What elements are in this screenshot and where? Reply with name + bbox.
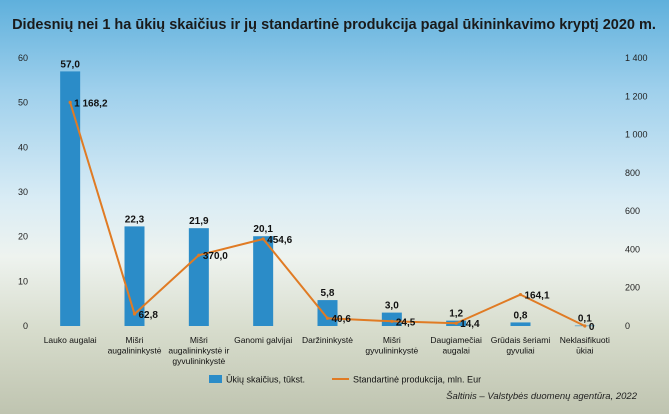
line-value-labels: 1 168,2 62,8 370,0 454,6 40,6 24,5 14,4 164,1 0 <box>74 98 595 333</box>
line-value-label: 24,5 <box>396 317 416 328</box>
line-value-label: 40,6 <box>332 314 352 325</box>
category-label-line: Mišri <box>126 335 144 345</box>
legend-bar-swatch <box>209 375 222 383</box>
line-value-label: 1 168,2 <box>74 98 108 109</box>
right-tick-label: 1 000 <box>625 130 648 140</box>
line-point <box>454 321 458 325</box>
category-label-line: Neklasifikuoti <box>560 335 610 345</box>
bar <box>124 226 145 326</box>
category-label-line: Ganomi galvijai <box>234 335 292 345</box>
left-tick-label: 20 <box>18 232 28 242</box>
bar-value-label: 5,8 <box>321 288 335 299</box>
bar-value-label: 0,8 <box>514 310 528 321</box>
right-tick-label: 1 200 <box>625 91 648 101</box>
category-label: Daugiamečiai augalai <box>430 335 482 356</box>
bar-value-label: 57,0 <box>60 59 80 70</box>
line-value-label: 370,0 <box>203 251 228 262</box>
left-tick-label: 50 <box>18 98 28 108</box>
category-label-line: gyvulininkystė <box>172 356 225 366</box>
line-point <box>261 237 265 241</box>
bar <box>188 228 209 326</box>
right-tick-label: 0 <box>625 321 630 331</box>
bar-value-label: 1,2 <box>449 309 463 320</box>
category-label-line: gyvulininkystė <box>365 346 418 356</box>
line-value-label: 14,4 <box>460 319 480 330</box>
category-label-line: Mišri <box>383 335 401 345</box>
category-label-line: Daugiamečiai <box>430 335 482 345</box>
category-label: Mišri augalininkystė ir gyvulininkystė <box>168 335 229 366</box>
legend-bar-label: Ūkių skaičius, tūkst. <box>226 375 305 385</box>
category-label: Mišri augalininkystė <box>108 335 162 356</box>
category-label-line: Daržininkystė <box>302 335 353 345</box>
category-label-line: augalininkystė ir <box>168 346 229 356</box>
category-label: Mišri gyvulininkystė <box>365 335 418 356</box>
chart-title: Didesnių nei 1 ha ūkių skaičius ir jų st… <box>12 17 656 33</box>
line-point <box>518 292 523 297</box>
category-label-line: augalininkystė <box>108 346 162 356</box>
bar-value-label: 20,1 <box>253 224 273 235</box>
bar-value-label: 22,3 <box>125 214 145 225</box>
line-point <box>197 253 201 257</box>
left-tick-label: 30 <box>18 187 28 197</box>
right-tick-label: 600 <box>625 206 640 216</box>
left-y-axis: 0 10 20 30 40 50 60 <box>18 53 28 331</box>
line-series <box>68 100 587 328</box>
left-tick-label: 40 <box>18 142 28 152</box>
category-label: Grūdais šeriami gyvuliai <box>491 335 551 356</box>
legend-line-label: Standartinė produkcija, mln. Eur <box>353 375 481 385</box>
category-label: Ganomi galvijai <box>234 335 292 345</box>
right-tick-label: 400 <box>625 244 640 254</box>
left-tick-label: 0 <box>23 321 28 331</box>
category-label-line: Mišri <box>190 335 208 345</box>
line-value-label: 164,1 <box>525 291 550 302</box>
right-y-axis: 0 200 400 600 800 1 000 1 200 1 400 <box>625 53 648 331</box>
legend: Ūkių skaičius, tūkst. Standartinė produk… <box>209 375 481 385</box>
bar <box>510 322 531 326</box>
category-label-line: gyvuliai <box>506 346 534 356</box>
line-value-label: 62,8 <box>139 310 159 321</box>
line-point <box>583 324 587 328</box>
bar <box>381 312 402 326</box>
left-tick-label: 10 <box>18 276 28 286</box>
bar <box>253 236 274 326</box>
category-label: Daržininkystė <box>302 335 353 345</box>
line-value-label: 0 <box>589 322 595 333</box>
line-point <box>390 319 394 323</box>
category-label: Neklasifikuoti ūkiai <box>560 335 610 356</box>
line-point <box>325 316 330 320</box>
bar <box>60 71 81 327</box>
bar-value-label: 21,9 <box>189 216 209 227</box>
bar <box>317 300 338 326</box>
left-tick-label: 60 <box>18 53 28 63</box>
line-value-label: 454,6 <box>267 235 292 246</box>
right-tick-label: 1 400 <box>625 53 648 63</box>
source-note: Šaltinis – Valstybės duomenų agentūra, 2… <box>446 391 638 402</box>
right-tick-label: 800 <box>625 168 640 178</box>
category-label: Lauko augalai <box>44 335 97 345</box>
bar-value-labels: 57,0 22,3 21,9 20,1 5,8 3,0 1,2 0,8 0,1 <box>60 59 592 324</box>
line-point <box>68 100 72 104</box>
line-point <box>132 312 137 316</box>
bar-value-label: 0,1 <box>578 314 592 325</box>
category-label-line: augalai <box>442 346 470 356</box>
right-tick-label: 200 <box>625 283 640 293</box>
category-label-line: Grūdais šeriami <box>491 335 551 345</box>
bar-value-label: 3,0 <box>385 301 399 312</box>
category-label-line: Lauko augalai <box>44 335 97 345</box>
category-label-line: ūkiai <box>576 346 594 356</box>
